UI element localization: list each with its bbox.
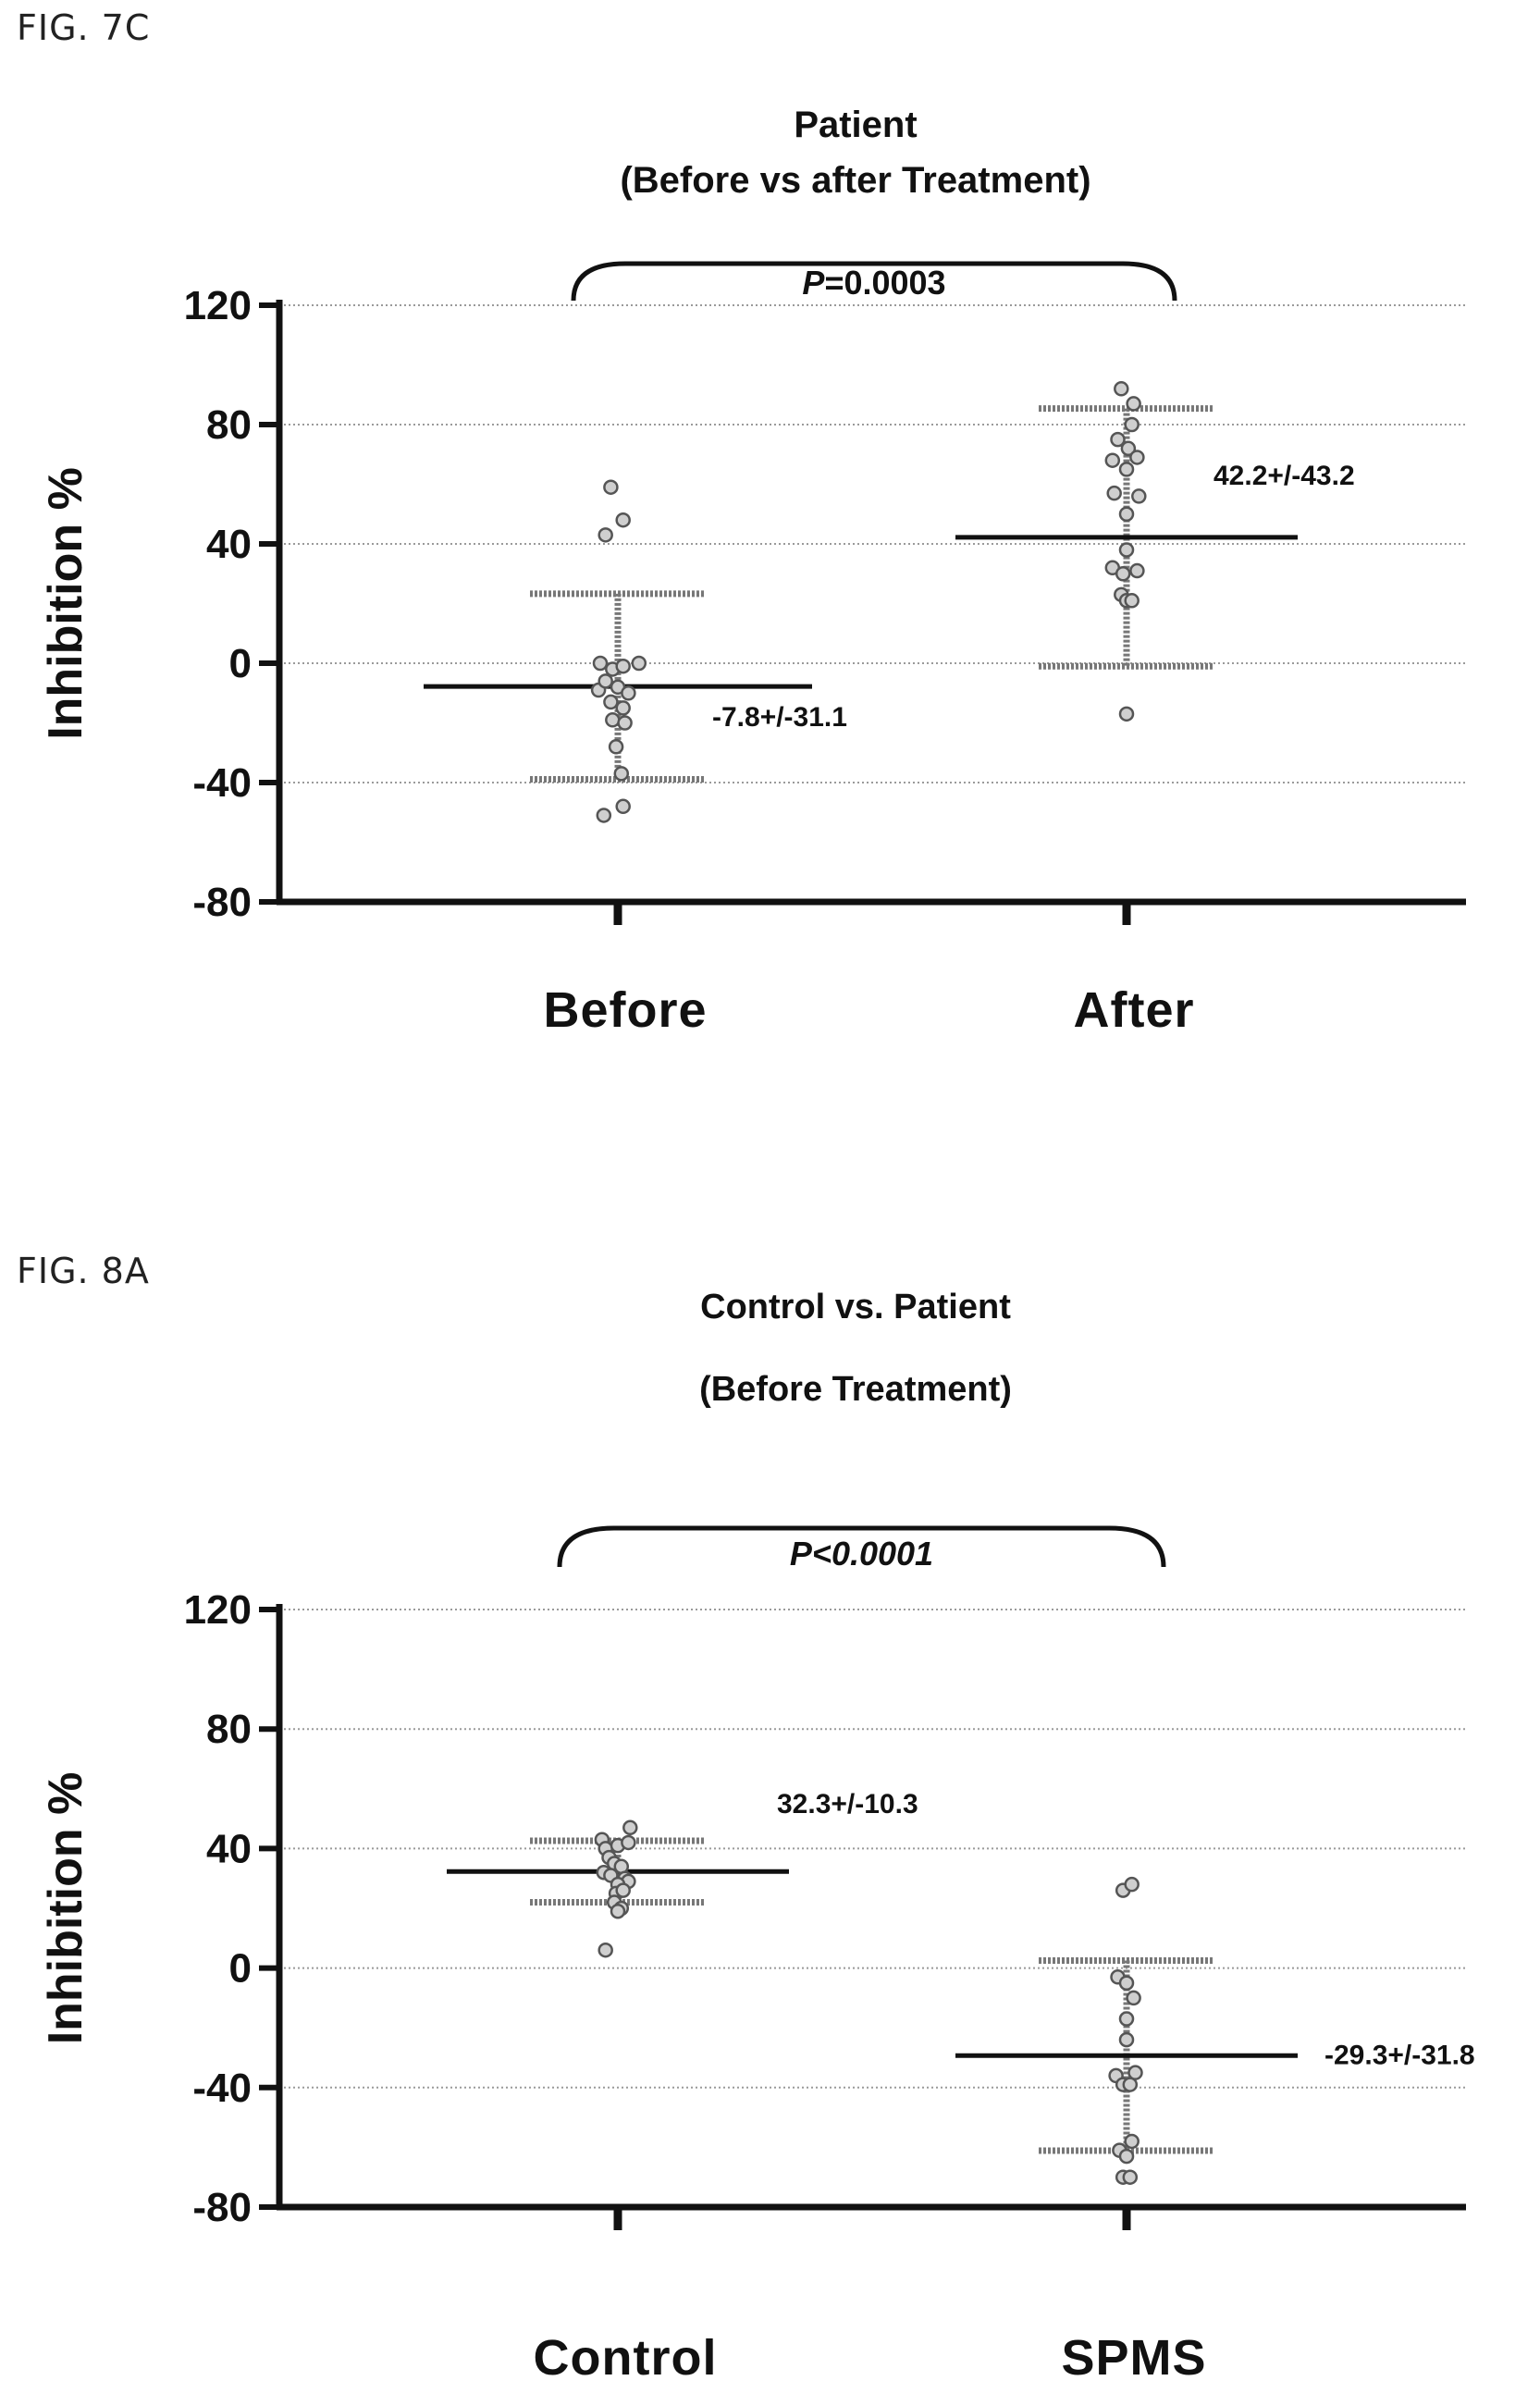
data-point xyxy=(1118,462,1135,477)
data-point xyxy=(1104,452,1121,468)
y-tick-label: -80 xyxy=(192,880,252,925)
p-value-label: P=0.0003 xyxy=(802,264,945,302)
data-point xyxy=(617,715,633,731)
p-value-label: P<0.0001 xyxy=(790,1535,933,1573)
mean-sd-annotation: -29.3+/-31.8 xyxy=(1324,2040,1475,2070)
significance-bracket xyxy=(571,261,1177,302)
data-point xyxy=(603,694,619,710)
data-point xyxy=(615,700,631,716)
y-axis-label: Inhibition % xyxy=(39,1772,92,2045)
data-point xyxy=(1129,450,1145,465)
data-point xyxy=(608,739,624,755)
data-point xyxy=(592,655,609,672)
data-point xyxy=(1124,1876,1140,1893)
data-point xyxy=(1110,431,1126,448)
chart-8a-scatter: Control vs. Patient (Before Treatment) 120… xyxy=(39,1288,1475,2386)
chart-title: Control vs. Patient xyxy=(700,1288,1011,1326)
data-point xyxy=(1126,396,1141,412)
y-axis-label: Inhibition % xyxy=(39,467,92,740)
data-point xyxy=(622,1819,638,1836)
y-tick-label: -40 xyxy=(192,2066,252,2111)
data-point xyxy=(1118,506,1135,522)
data-point xyxy=(1118,706,1135,722)
data-point xyxy=(598,527,613,543)
data-point xyxy=(1129,562,1145,579)
data-point xyxy=(1106,485,1122,501)
data-point xyxy=(1118,2148,1135,2165)
y-tick-label: 0 xyxy=(229,641,252,686)
y-tick-label: 120 xyxy=(184,283,252,328)
y-tick-label: 80 xyxy=(206,402,252,448)
x-tick-label: Before xyxy=(543,982,707,1038)
mean-sd-annotation: 32.3+/-10.3 xyxy=(777,1789,918,1819)
data-point xyxy=(621,1834,636,1851)
data-point xyxy=(598,1942,613,1958)
data-point xyxy=(1118,1975,1135,1991)
figure-label-7c: FIG. 7C xyxy=(17,7,151,48)
data-point xyxy=(1124,2133,1140,2150)
data-point xyxy=(1122,2169,1139,2185)
mean-sd-annotation: 42.2+/-43.2 xyxy=(1214,461,1355,491)
data-point xyxy=(1127,2065,1143,2080)
data-point xyxy=(1126,1990,1141,2006)
data-point xyxy=(615,512,631,528)
y-tick-label: -80 xyxy=(192,2185,252,2230)
data-point xyxy=(613,766,630,782)
y-tick-label: 80 xyxy=(206,1707,252,1752)
significance-bracket xyxy=(557,1525,1166,1568)
data-point xyxy=(1118,2031,1135,2048)
y-tick-label: 40 xyxy=(206,1826,252,1871)
chart-title: Patient xyxy=(794,105,917,145)
data-point xyxy=(596,808,612,823)
x-tick-label: Control xyxy=(534,2330,718,2386)
data-point xyxy=(1131,488,1147,504)
data-point xyxy=(603,479,619,495)
data-point xyxy=(1115,566,1131,582)
y-tick-label: 0 xyxy=(229,1946,252,1992)
chart-subtitle: (Before Treatment) xyxy=(699,1370,1012,1409)
figure-label-8a: FIG. 8A xyxy=(17,1251,150,1291)
data-point xyxy=(631,655,647,672)
data-point xyxy=(605,712,621,728)
chart-7c-scatter: Patient (Before vs after Treatment) 120 80 4… xyxy=(39,105,1466,1038)
data-point xyxy=(610,1903,626,1919)
chart-subtitle: (Before vs after Treatment) xyxy=(620,160,1090,201)
data-point xyxy=(1118,542,1135,558)
data-point xyxy=(615,798,631,815)
data-point xyxy=(621,685,636,701)
x-tick-label: SPMS xyxy=(1061,2330,1206,2386)
data-point xyxy=(598,673,613,689)
data-point xyxy=(615,1882,631,1898)
data-point xyxy=(1124,416,1140,433)
data-point xyxy=(615,658,631,674)
data-point xyxy=(1118,2011,1135,2027)
x-tick-label: After xyxy=(1073,982,1194,1038)
y-tick-label: 120 xyxy=(184,1587,252,1633)
mean-sd-annotation: -7.8+/-31.1 xyxy=(712,702,847,733)
y-tick-label: 40 xyxy=(206,522,252,567)
data-point xyxy=(1124,593,1140,609)
data-point xyxy=(1120,440,1137,457)
data-point xyxy=(1114,381,1129,397)
y-tick-label: -40 xyxy=(192,760,252,806)
